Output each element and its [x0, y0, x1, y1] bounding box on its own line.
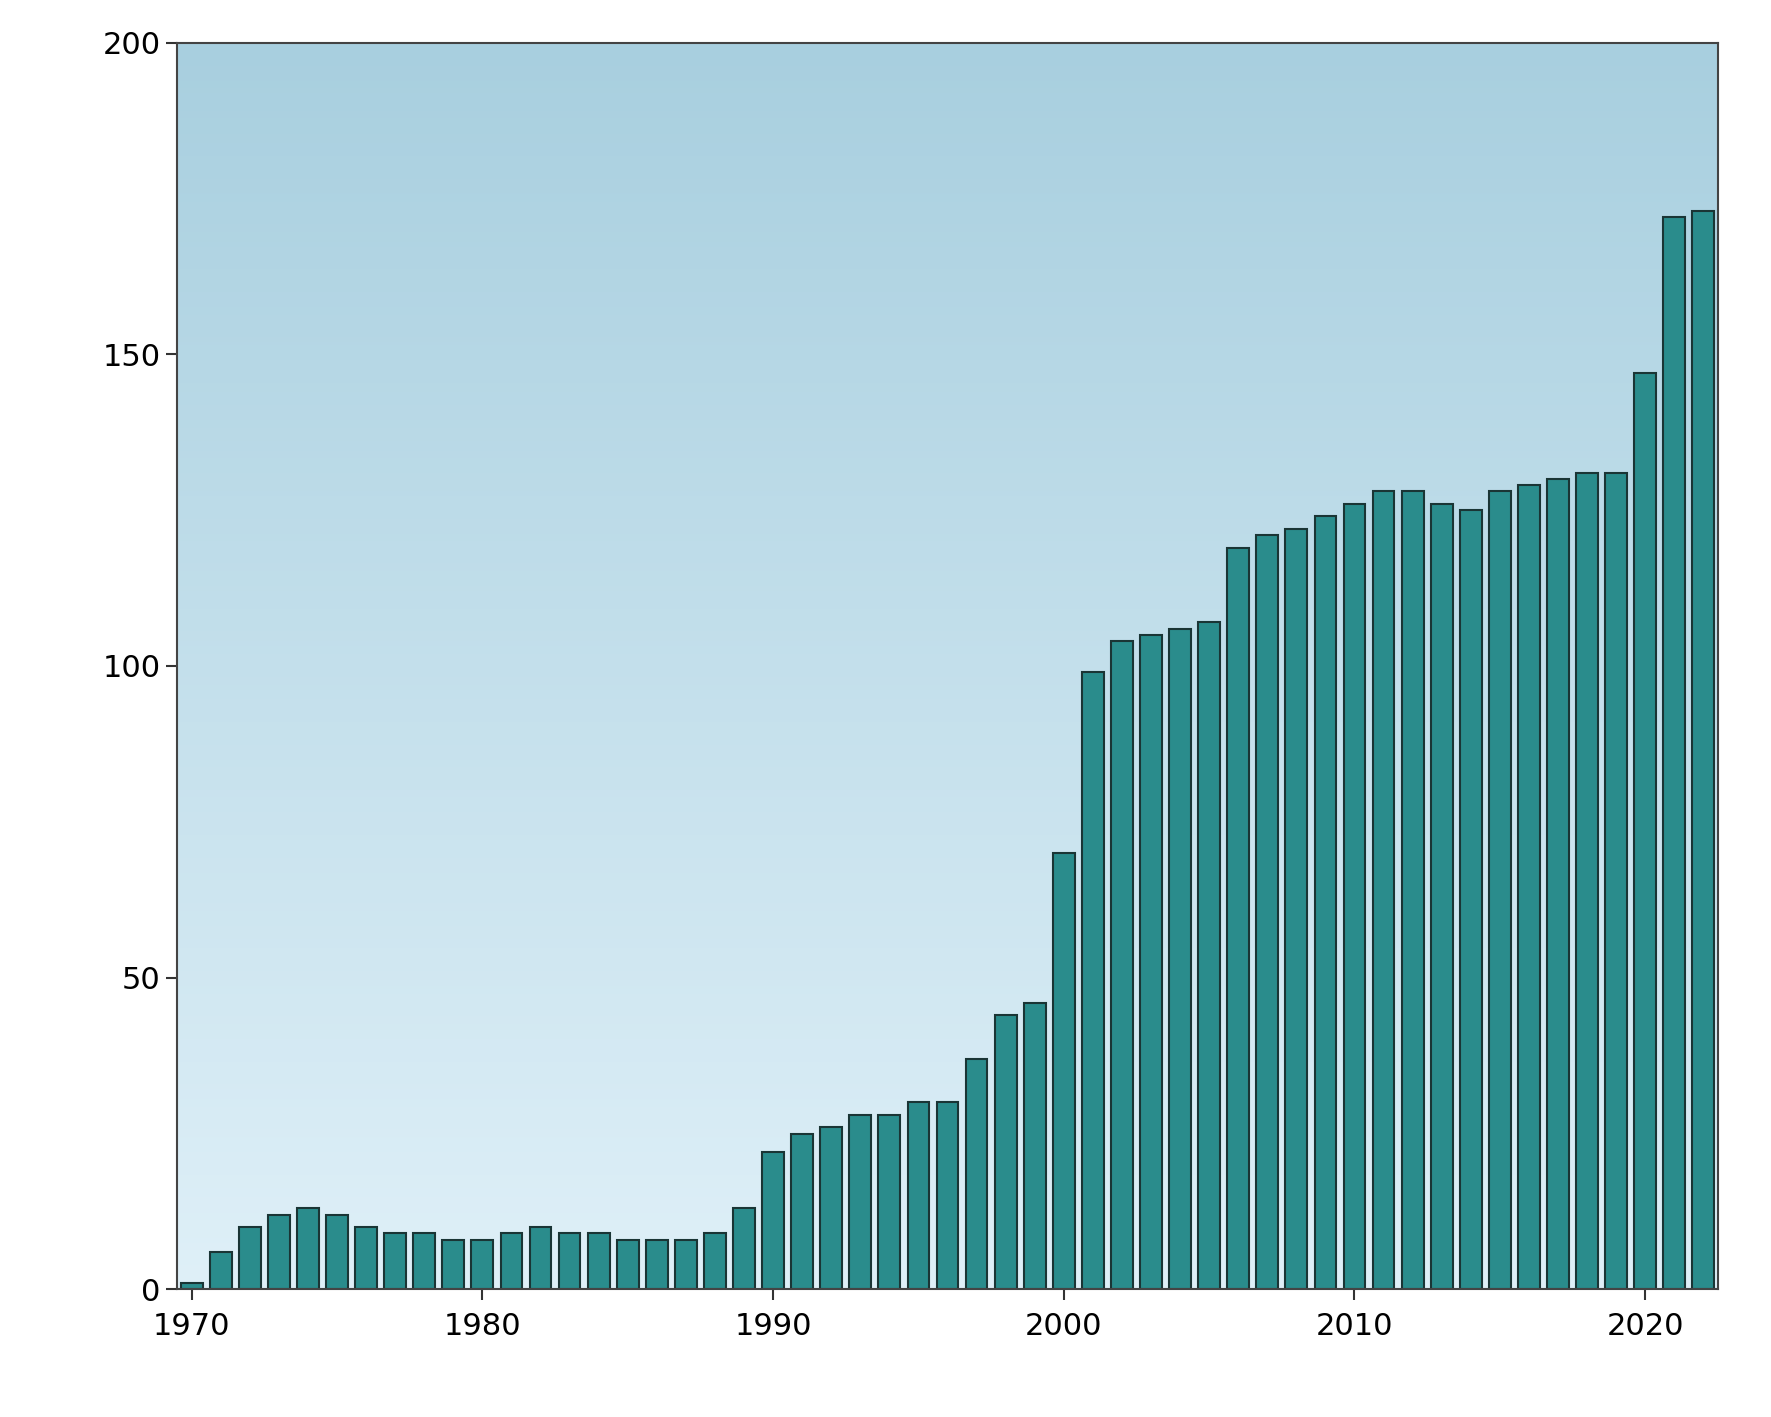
- Bar: [937, 1102, 958, 1289]
- Bar: [1663, 217, 1686, 1289]
- Bar: [239, 1227, 260, 1289]
- Bar: [1373, 492, 1394, 1289]
- Bar: [1199, 622, 1220, 1289]
- Bar: [1548, 479, 1569, 1289]
- Bar: [1286, 529, 1307, 1289]
- Bar: [356, 1227, 377, 1289]
- Bar: [298, 1209, 319, 1289]
- Bar: [413, 1233, 436, 1289]
- Bar: [1605, 473, 1628, 1289]
- Bar: [1635, 373, 1656, 1289]
- Bar: [1256, 536, 1279, 1289]
- Bar: [326, 1214, 347, 1289]
- Bar: [384, 1233, 406, 1289]
- Bar: [1576, 473, 1597, 1289]
- Bar: [995, 1015, 1017, 1289]
- Bar: [1110, 640, 1133, 1289]
- Bar: [1431, 504, 1452, 1289]
- Bar: [209, 1253, 232, 1289]
- Bar: [558, 1233, 581, 1289]
- Bar: [1054, 853, 1075, 1289]
- Bar: [1082, 672, 1103, 1289]
- Bar: [705, 1233, 726, 1289]
- Bar: [733, 1209, 754, 1289]
- Bar: [850, 1115, 871, 1289]
- Bar: [675, 1240, 696, 1289]
- Bar: [267, 1214, 290, 1289]
- Bar: [588, 1233, 609, 1289]
- Bar: [1518, 485, 1539, 1289]
- Bar: [530, 1227, 551, 1289]
- Bar: [762, 1152, 785, 1289]
- Bar: [1459, 510, 1482, 1289]
- Bar: [1227, 547, 1249, 1289]
- Bar: [820, 1128, 841, 1289]
- Bar: [1141, 635, 1162, 1289]
- Bar: [1344, 504, 1365, 1289]
- Bar: [443, 1240, 464, 1289]
- Bar: [1314, 516, 1337, 1289]
- Bar: [907, 1102, 930, 1289]
- Bar: [1024, 1003, 1045, 1289]
- Bar: [1169, 629, 1190, 1289]
- Bar: [471, 1240, 494, 1289]
- Bar: [878, 1115, 900, 1289]
- Bar: [1693, 211, 1714, 1289]
- Bar: [1489, 492, 1511, 1289]
- Bar: [501, 1233, 522, 1289]
- Bar: [616, 1240, 639, 1289]
- Bar: [965, 1058, 988, 1289]
- Bar: [1401, 492, 1424, 1289]
- Bar: [181, 1284, 202, 1289]
- Bar: [646, 1240, 668, 1289]
- Bar: [792, 1134, 813, 1289]
